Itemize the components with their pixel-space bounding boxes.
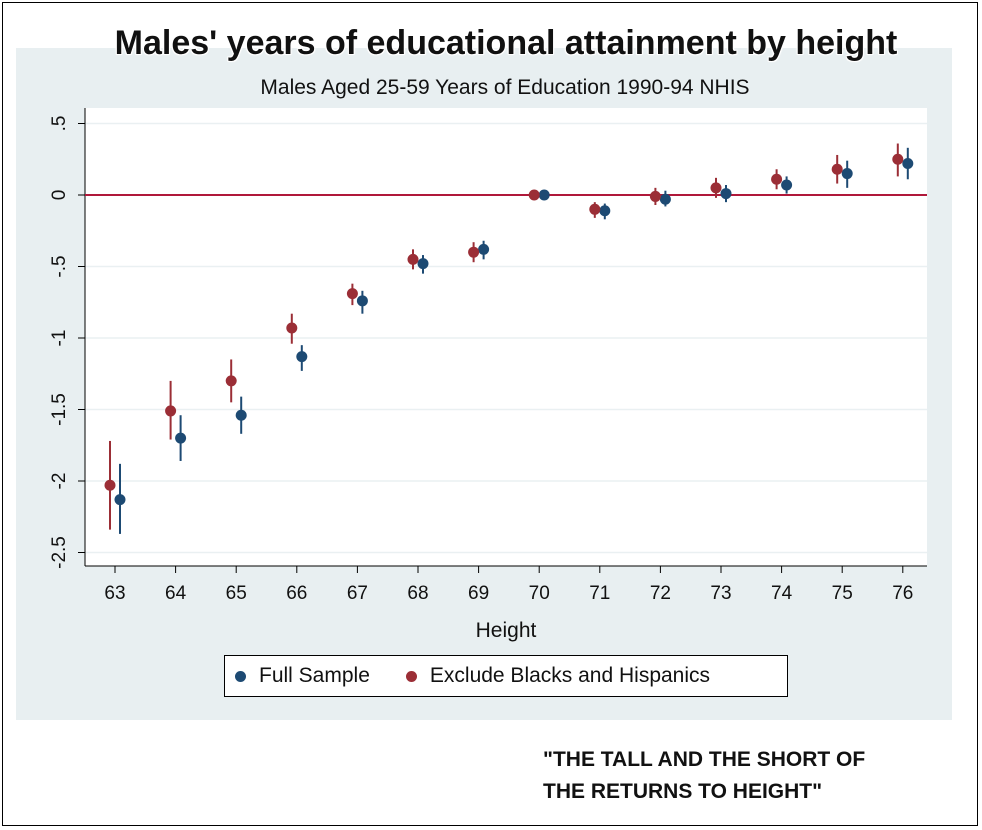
x-tick-label: 68 <box>407 583 428 604</box>
y-tick-label: .5 <box>49 116 70 132</box>
point-full-sample <box>417 258 429 270</box>
point-exclude <box>710 182 722 194</box>
x-tick-label: 66 <box>286 583 307 604</box>
y-tick-label: -.5 <box>49 255 70 277</box>
x-tick-label: 71 <box>589 583 610 604</box>
grid-lines <box>85 122 927 554</box>
x-tick-label: 67 <box>347 583 368 604</box>
x-axis-label: Height <box>476 619 537 642</box>
point-full-sample <box>659 193 671 205</box>
x-tick-label: 76 <box>892 583 913 604</box>
point-exclude <box>104 479 116 491</box>
chart-title: Males' years of educational attainment b… <box>114 24 898 62</box>
legend-item-exclude: Exclude Blacks and Hispanics <box>405 664 711 688</box>
legend-marker-exclude <box>405 670 417 682</box>
point-full-sample <box>175 432 187 444</box>
legend: Full Sample Exclude Blacks and Hispanics <box>224 655 788 697</box>
point-exclude <box>831 163 843 175</box>
y-tick-label: -1 <box>49 330 70 347</box>
caption-line-1: "THE TALL AND THE SHORT OF <box>543 748 866 771</box>
data-marks <box>104 143 914 534</box>
point-full-sample <box>114 494 126 506</box>
x-tick-label: 75 <box>832 583 853 604</box>
point-full-sample <box>841 168 853 180</box>
x-tick-label: 69 <box>468 583 489 604</box>
y-tick-label: -1.5 <box>49 393 70 426</box>
point-exclude <box>225 375 237 387</box>
point-full-sample <box>235 409 247 421</box>
caption: "THE TALL AND THE SHORT OF THE RETURNS T… <box>543 744 943 808</box>
point-exclude <box>589 203 601 215</box>
x-tick-label: 72 <box>650 583 671 604</box>
axes: .5 0 -.5 -1 -1.5 -2 -2.5 63 64 65 66 67 68 69 70 71 72 73… <box>49 108 927 604</box>
x-tick-label: 70 <box>529 583 550 604</box>
x-tick-label: 64 <box>165 583 187 604</box>
point-exclude <box>468 246 480 258</box>
point-exclude <box>165 405 177 417</box>
legend-label-exclude: Exclude Blacks and Hispanics <box>429 664 711 687</box>
legend-label-full-sample: Full Sample <box>259 664 370 687</box>
point-full-sample <box>296 351 308 363</box>
point-full-sample <box>356 295 368 307</box>
x-tick-label: 73 <box>710 583 731 604</box>
x-tick-label: 74 <box>771 583 793 604</box>
point-exclude <box>892 153 904 165</box>
point-exclude <box>771 173 783 185</box>
y-tick-label: 0 <box>49 190 70 201</box>
chart-subtitle: Males Aged 25-59 Years of Education 1990… <box>260 76 750 99</box>
y-tick-label: -2.5 <box>49 536 70 569</box>
point-full-sample <box>538 189 550 201</box>
legend-item-full-sample: Full Sample <box>235 664 370 688</box>
point-full-sample <box>902 158 914 170</box>
point-exclude <box>407 253 419 265</box>
plot-area <box>85 108 927 566</box>
x-tick-label: 65 <box>226 583 247 604</box>
point-exclude <box>528 189 540 201</box>
caption-line-2: THE RETURNS TO HEIGHT" <box>543 780 823 803</box>
point-exclude <box>286 322 298 334</box>
point-exclude <box>649 190 661 202</box>
point-exclude <box>346 288 358 300</box>
x-tick-label: 63 <box>104 583 125 604</box>
y-tick-label: -2 <box>49 473 70 490</box>
point-full-sample <box>781 179 793 191</box>
point-full-sample <box>478 243 490 255</box>
legend-marker-full-sample <box>235 670 246 682</box>
point-full-sample <box>720 188 732 200</box>
point-full-sample <box>599 205 611 217</box>
